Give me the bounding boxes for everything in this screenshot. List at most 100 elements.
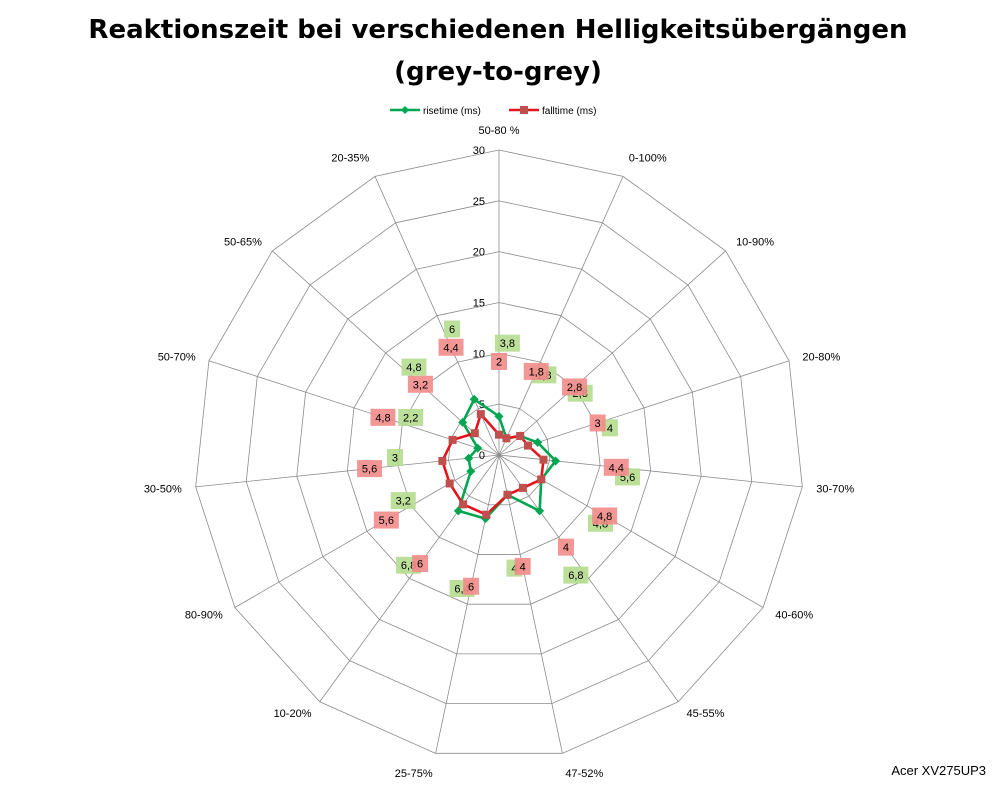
data-label: 4 (563, 542, 569, 554)
data-label: 2 (496, 356, 502, 368)
data-label-bg (601, 419, 618, 437)
tick-label: 20 (473, 247, 485, 259)
data-label-bg (491, 352, 507, 370)
data-point (524, 441, 533, 450)
data-label: 4 (520, 561, 526, 573)
legend-item-risetime: risetime (ms) (390, 106, 481, 117)
data-label: 3,2 (396, 496, 411, 508)
data-label-bg (589, 414, 606, 432)
grid-ring (346, 302, 652, 605)
data-label-bg (562, 378, 588, 396)
data-point (537, 475, 546, 484)
data-point (533, 437, 543, 447)
data-label-bg (412, 555, 429, 573)
tick-label: 30 (473, 145, 485, 157)
category-label: 30-70% (816, 483, 854, 495)
watermark-text: Acer XV275UP3 (891, 763, 986, 778)
grid-spoke (498, 360, 790, 456)
data-point (438, 456, 447, 465)
grid-spoke (195, 454, 500, 488)
radar-grid (195, 149, 803, 754)
category-label: 50-80 % (479, 125, 520, 137)
category-label: 80-90% (185, 610, 223, 622)
category-label: 0-100% (629, 153, 667, 165)
data-point (458, 417, 468, 427)
data-point (464, 453, 474, 463)
data-label: 3,2 (413, 379, 428, 391)
data-label: 4 (511, 563, 517, 575)
data-label: 1,8 (529, 366, 544, 378)
series-layer (438, 394, 561, 524)
data-label-bg (514, 557, 531, 575)
category-label: 20-80% (802, 351, 840, 363)
category-label: 20-35% (331, 153, 369, 165)
category-label: 40-60% (775, 610, 813, 622)
tick-label: 0 (479, 450, 485, 462)
data-label: 4 (607, 423, 613, 435)
grid-spoke (498, 454, 803, 488)
grid-ring (245, 200, 753, 705)
legend-label-falltime: falltime (ms) (542, 106, 596, 117)
data-point (482, 510, 491, 519)
series-1 (438, 410, 548, 519)
data-label: 2,8 (567, 382, 582, 394)
data-label-bg (438, 338, 464, 356)
data-label: 3,8 (500, 338, 515, 350)
data-label-bg (401, 358, 427, 376)
grid-spoke (234, 454, 500, 608)
data-label-bg (370, 408, 396, 426)
grid-spoke (498, 454, 679, 702)
tick-label: 15 (473, 298, 485, 310)
category-label: 25-75% (395, 768, 433, 780)
data-label: 4,8 (597, 511, 612, 523)
category-label: 10-20% (274, 708, 312, 720)
data-label-bg (390, 492, 416, 510)
data-point (445, 479, 454, 488)
grid-spoke (498, 250, 726, 456)
data-point (518, 483, 527, 492)
data-labels-layer: 3,81,82,845,64,86,846,46,83,232,24,8621,… (357, 320, 641, 597)
category-labels: 50-80 % 0-100% 10-90% 20-80% 30-70% 40-60% 45-… (144, 125, 855, 780)
category-label: 50-70% (158, 351, 196, 363)
data-label-bg (592, 507, 618, 525)
data-point (503, 490, 512, 499)
tick-label: 25 (473, 196, 485, 208)
data-label: 3 (595, 418, 601, 430)
grid-ring (397, 352, 601, 555)
data-label: 6,8 (568, 570, 583, 582)
chart-title-line1: Reaktionszeit bei verschiedenen Helligke… (88, 15, 907, 45)
data-label-bg (407, 375, 433, 393)
data-label-bg (463, 577, 480, 595)
category-label: 45-55% (687, 708, 725, 720)
category-label: 10-90% (736, 237, 774, 249)
data-point (502, 434, 511, 443)
data-label-bg (357, 460, 383, 478)
data-label-bg (603, 458, 629, 476)
data-label: 2,2 (403, 412, 418, 424)
category-label: 30-50% (144, 483, 182, 495)
data-label: 5,6 (379, 515, 394, 527)
grid-spoke (498, 176, 624, 456)
data-point (551, 456, 561, 466)
data-point (470, 429, 479, 438)
data-label-bg (523, 362, 549, 380)
tick-label: 10 (473, 348, 485, 360)
category-label: 50-65% (224, 237, 262, 249)
series-line (441, 412, 545, 516)
data-label: 6 (468, 581, 474, 593)
grid-ring (296, 251, 702, 655)
data-point (466, 466, 476, 476)
data-label-bg (563, 566, 589, 584)
data-label-bg (386, 448, 403, 466)
data-point (494, 411, 504, 421)
category-label: 47-52% (565, 768, 603, 780)
grid-spoke (374, 176, 500, 456)
grid-spoke (498, 454, 563, 754)
data-label-bg (444, 320, 461, 338)
data-label: 4,8 (406, 362, 421, 374)
data-label: 6 (449, 324, 455, 336)
grid-spoke (435, 454, 500, 754)
data-point (453, 506, 463, 516)
legend-label-risetime: risetime (ms) (423, 106, 481, 117)
